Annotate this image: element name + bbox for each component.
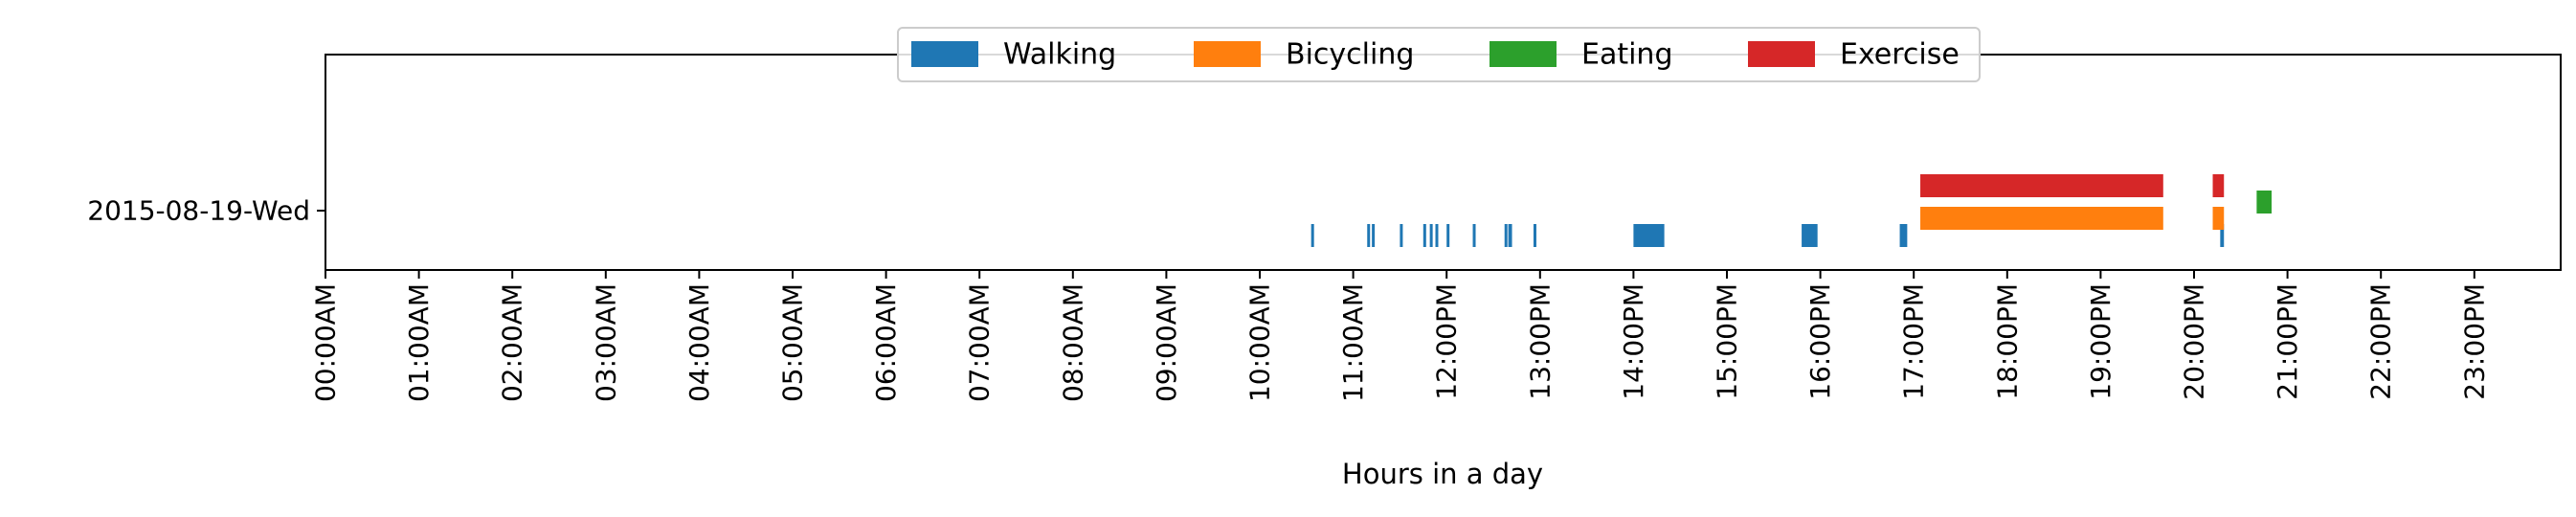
x-tick-label: 20:00PM <box>2179 283 2210 400</box>
x-tick-label: 23:00PM <box>2458 283 2490 400</box>
legend-swatch-eating <box>1490 41 1557 67</box>
x-tick-label: 22:00PM <box>2365 283 2397 400</box>
plot-frame <box>325 54 2562 271</box>
x-tick-label: 14:00PM <box>1618 283 1649 400</box>
activity-bar-bicycling <box>1920 207 2163 230</box>
activity-bar-walking <box>1435 224 1439 247</box>
legend-swatch-walking <box>911 41 978 67</box>
x-tick-label: 11:00AM <box>1337 283 1369 402</box>
activity-bar-exercise <box>1920 174 2163 197</box>
legend-label-exercise: Exercise <box>1840 38 1960 72</box>
activity-bar-walking <box>1472 224 1476 247</box>
x-tick-label: 10:00AM <box>1244 283 1276 402</box>
x-tick-label: 04:00AM <box>683 283 715 402</box>
x-tick-label: 00:00AM <box>310 283 342 402</box>
activity-bar-bicycling <box>2212 207 2225 230</box>
activity-bar-walking <box>1504 224 1508 247</box>
x-tick-label: 19:00PM <box>2085 283 2117 400</box>
activity-bar-walking <box>1508 224 1512 247</box>
activity-bar-walking <box>1446 224 1450 247</box>
x-tick-label: 07:00AM <box>964 283 996 402</box>
x-tick-label: 16:00PM <box>1804 283 1836 400</box>
legend-label-eating: Eating <box>1581 38 1673 72</box>
x-tick-label: 09:00AM <box>1151 283 1182 402</box>
x-tick-label: 05:00AM <box>777 283 809 402</box>
x-tick-label: 03:00AM <box>590 283 621 402</box>
x-tick-label: 06:00AM <box>870 283 902 402</box>
x-tick-label: 21:00PM <box>2272 283 2303 400</box>
activity-bar-eating <box>2256 191 2273 214</box>
y-axis-ticks: 2015-08-19-Wed <box>87 195 325 227</box>
activity-bars <box>1310 174 2273 247</box>
legend-swatch-exercise <box>1748 41 1815 67</box>
x-tick-label: 15:00PM <box>1712 283 1743 400</box>
activity-bar-walking <box>1899 224 1908 247</box>
activity-bar-walking <box>1633 224 1665 247</box>
legend-swatch-bicycling <box>1194 41 1261 67</box>
x-tick-label: 01:00AM <box>403 283 435 402</box>
legend: Walking Bicycling Eating Exercise <box>897 27 1981 82</box>
activity-bar-walking <box>1400 224 1403 247</box>
x-tick-label: 02:00AM <box>497 283 528 402</box>
activity-bar-walking <box>1310 224 1314 247</box>
activity-bar-walking <box>2220 224 2225 247</box>
x-tick-label: 17:00PM <box>1898 283 1930 400</box>
activity-bar-walking <box>1367 224 1371 247</box>
legend-label-bicycling: Bicycling <box>1286 38 1414 72</box>
activity-bar-walking <box>1429 224 1433 247</box>
x-axis-ticks: 00:00AM 01:00AM 02:00AM 03:00AM 04:00AM 05:00… <box>310 270 2490 402</box>
activity-bar-walking <box>1422 224 1426 247</box>
x-tick-label: 13:00PM <box>1524 283 1556 400</box>
x-tick-label: 08:00AM <box>1057 283 1088 402</box>
activity-bar-walking <box>1802 224 1818 247</box>
x-tick-label: 12:00PM <box>1431 283 1463 400</box>
x-tick-label: 18:00PM <box>1991 283 2023 400</box>
legend-box <box>897 27 1981 82</box>
y-tick-label: 2015-08-19-Wed <box>87 195 310 227</box>
activity-bar-exercise <box>2212 174 2225 197</box>
activity-bar-walking <box>1533 224 1536 247</box>
activity-bar-walking <box>1372 224 1376 247</box>
x-axis-title: Hours in a day <box>1342 458 1543 490</box>
legend-label-walking: Walking <box>1003 38 1116 72</box>
